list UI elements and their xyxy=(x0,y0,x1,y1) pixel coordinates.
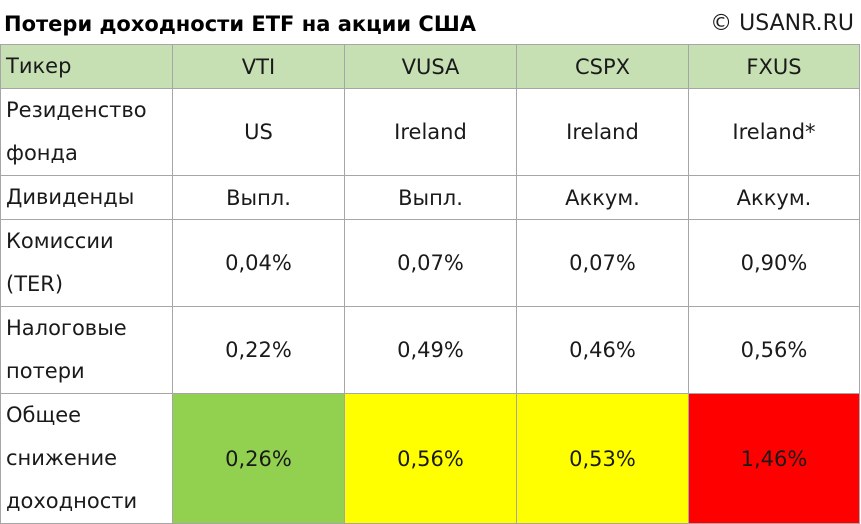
table-cell: 0,07% xyxy=(344,219,517,307)
header-cell-cspx: CSPX xyxy=(516,44,689,89)
total-cell-good: 0,26% xyxy=(172,393,345,524)
table-row-dividends: Дивиденды Выпл. Выпл. Аккум. Аккум. xyxy=(0,175,860,220)
table-cell: Ireland xyxy=(516,88,689,176)
page-title: Потери доходности ETF на акции США xyxy=(4,12,477,36)
row-label-domicile: Резиденство фонда xyxy=(0,88,173,176)
table-cell: Аккум. xyxy=(688,175,860,220)
table-header-row: Тикер VTI VUSA CSPX FXUS xyxy=(0,44,860,89)
table-cell: 0,90% xyxy=(688,219,860,307)
row-label-line: потери xyxy=(6,359,85,383)
row-label-dividends: Дивиденды xyxy=(0,175,173,220)
table-cell: 0,04% xyxy=(172,219,345,307)
row-label-total-reduction: Общее снижение доходности xyxy=(0,393,173,524)
row-label-line: снижение xyxy=(6,446,118,470)
row-label-line: фонда xyxy=(6,141,78,165)
header-cell-vti: VTI xyxy=(172,44,345,89)
table-row-tax-losses: Налоговые потери 0,22% 0,49% 0,46% 0,56% xyxy=(0,306,860,394)
copyright-text: © USANR.RU xyxy=(710,11,854,36)
row-label-ter: Комиссии (TER) xyxy=(0,219,173,307)
table-row-total-reduction: Общее снижение доходности 0,26% 0,56% 0,… xyxy=(0,393,860,524)
header-cell-fxus: FXUS xyxy=(688,44,860,89)
row-label-line: Общее xyxy=(6,403,82,427)
etf-comparison-table: Тикер VTI VUSA CSPX FXUS Резиденство фон… xyxy=(0,44,860,524)
row-label-line: Резиденство xyxy=(6,98,147,122)
total-cell-bad: 1,46% xyxy=(688,393,860,524)
table-cell: 0,07% xyxy=(516,219,689,307)
total-cell-medium: 0,53% xyxy=(516,393,689,524)
row-label-line: Налоговые xyxy=(6,316,127,340)
table-cell: Ireland* xyxy=(688,88,860,176)
row-label-line: (TER) xyxy=(6,272,64,296)
row-label-line: Комиссии xyxy=(6,229,114,253)
table-cell: Ireland xyxy=(344,88,517,176)
table-cell: US xyxy=(172,88,345,176)
table-cell: Выпл. xyxy=(344,175,517,220)
table-cell: 0,49% xyxy=(344,306,517,394)
table-cell: Аккум. xyxy=(516,175,689,220)
total-cell-medium: 0,56% xyxy=(344,393,517,524)
table-cell: 0,56% xyxy=(688,306,860,394)
table-cell: 0,22% xyxy=(172,306,345,394)
table-row-ter: Комиссии (TER) 0,04% 0,07% 0,07% 0,90% xyxy=(0,219,860,307)
table-cell: 0,46% xyxy=(516,306,689,394)
table-cell: Выпл. xyxy=(172,175,345,220)
header-label-ticker: Тикер xyxy=(0,44,173,89)
header-cell-vusa: VUSA xyxy=(344,44,517,89)
row-label-line: доходности xyxy=(6,489,138,513)
table-row-domicile: Резиденство фонда US Ireland Ireland Ire… xyxy=(0,88,860,176)
row-label-tax-losses: Налоговые потери xyxy=(0,306,173,394)
